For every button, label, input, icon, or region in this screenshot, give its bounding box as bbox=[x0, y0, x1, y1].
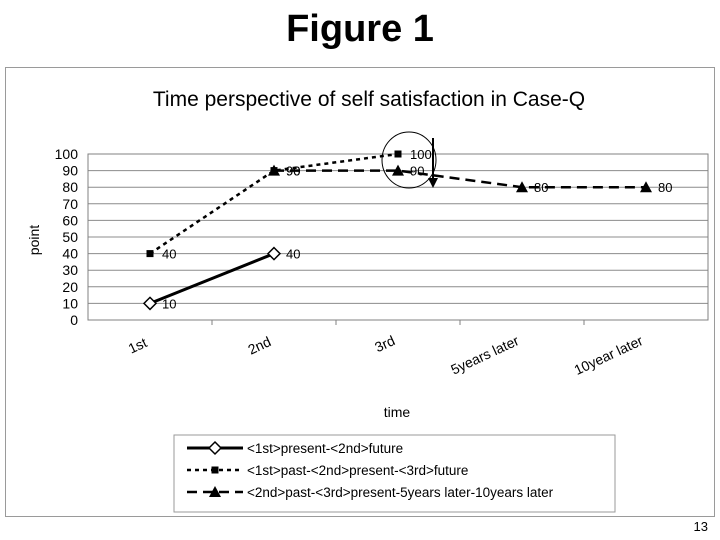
y-tick-label: 60 bbox=[62, 212, 78, 228]
x-axis-label: time bbox=[384, 404, 411, 420]
chart-frame: Time perspective of self satisfaction in… bbox=[5, 67, 715, 517]
data-point-marker bbox=[392, 164, 404, 176]
data-label: 40 bbox=[286, 247, 300, 262]
series-line bbox=[149, 252, 275, 305]
y-tick-label: 100 bbox=[55, 146, 79, 162]
x-tick-label: 3rd bbox=[372, 332, 397, 355]
data-point-marker bbox=[268, 164, 280, 176]
y-tick-label: 50 bbox=[62, 229, 78, 245]
y-tick-label: 20 bbox=[62, 279, 78, 295]
data-point-marker bbox=[142, 296, 158, 311]
data-point-marker bbox=[146, 250, 154, 258]
x-tick-label: 2nd bbox=[245, 333, 273, 357]
y-tick-label: 0 bbox=[70, 312, 78, 328]
down-arrow-annotation bbox=[428, 138, 438, 188]
x-tick-label: 1st bbox=[126, 334, 150, 356]
series-1: 10 40 bbox=[142, 246, 300, 311]
series-line bbox=[274, 169, 646, 189]
y-tick-label: 90 bbox=[62, 163, 78, 179]
legend-box bbox=[173, 434, 616, 513]
legend-item: <1st>present-<2nd>future bbox=[187, 440, 403, 456]
series-line bbox=[149, 152, 399, 255]
x-axis: 1st 2nd 3rd 5years later 10year later bbox=[126, 320, 646, 378]
legend-label: <1st>present-<2nd>future bbox=[247, 441, 403, 456]
y-tick-label: 30 bbox=[62, 262, 78, 278]
data-label: 90 bbox=[410, 164, 424, 179]
x-tick-label: 5years later bbox=[448, 332, 521, 378]
data-point-marker bbox=[266, 246, 282, 261]
highlight-circle bbox=[381, 131, 437, 189]
y-tick-label: 10 bbox=[62, 295, 78, 311]
page-number: 13 bbox=[693, 519, 708, 534]
x-tick-label: 10year later bbox=[571, 332, 645, 378]
series-3: 90 90 80 80 bbox=[268, 164, 672, 195]
data-label: 80 bbox=[658, 180, 672, 195]
line-chart: Time perspective of self satisfaction in… bbox=[26, 88, 709, 513]
data-point-marker bbox=[211, 466, 219, 474]
data-point-marker bbox=[209, 486, 221, 497]
y-tick-label: 40 bbox=[62, 246, 78, 262]
data-point-marker bbox=[516, 181, 528, 193]
y-axis-label: point bbox=[26, 225, 42, 255]
data-label: 80 bbox=[534, 180, 548, 195]
legend-label: <2nd>past-<3rd>present-5years later-10ye… bbox=[247, 485, 554, 500]
slide-title: Figure 1 bbox=[286, 8, 434, 50]
data-point-marker bbox=[207, 440, 223, 456]
data-label: 100 bbox=[410, 147, 432, 162]
data-point-marker bbox=[640, 181, 652, 193]
legend-item: <1st>past-<2nd>present-<3rd>future bbox=[187, 463, 468, 478]
y-tick-label: 70 bbox=[62, 196, 78, 212]
chart-title: Time perspective of self satisfaction in… bbox=[153, 88, 585, 111]
data-label: 90 bbox=[286, 164, 300, 179]
data-label: 40 bbox=[162, 247, 176, 262]
legend-label: <1st>past-<2nd>present-<3rd>future bbox=[247, 463, 468, 478]
data-label: 10 bbox=[162, 296, 176, 311]
gridlines bbox=[88, 153, 708, 321]
legend-item: <2nd>past-<3rd>present-5years later-10ye… bbox=[187, 485, 554, 500]
legend: <1st>present-<2nd>future <1st>past-<2nd>p… bbox=[187, 440, 554, 500]
data-point-marker bbox=[394, 150, 402, 158]
y-tick-label: 80 bbox=[62, 179, 78, 195]
